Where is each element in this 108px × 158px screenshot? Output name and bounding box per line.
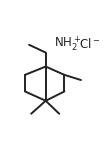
Text: $\mathrm{Cl^-}$: $\mathrm{Cl^-}$ xyxy=(79,36,100,51)
Text: $\mathrm{NH_2^+}$: $\mathrm{NH_2^+}$ xyxy=(54,34,81,53)
